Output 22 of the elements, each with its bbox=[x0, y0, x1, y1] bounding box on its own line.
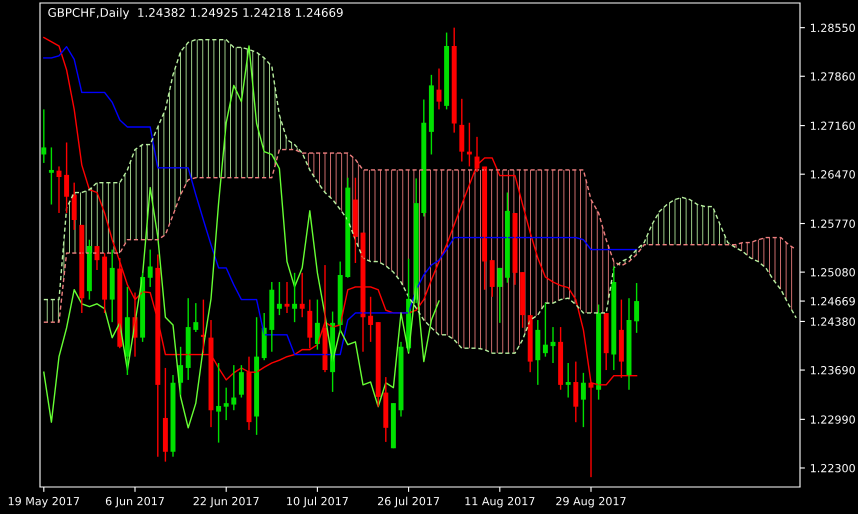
y-tick-label: 1.26470 bbox=[810, 170, 855, 179]
x-tick-label: 26 Jul 2017 bbox=[378, 496, 440, 508]
x-tick-label: 22 Jun 2017 bbox=[194, 496, 259, 508]
line-series bbox=[43, 45, 440, 429]
y-tick-label: 1.22990 bbox=[810, 415, 855, 424]
x-tick-label: 10 Jul 2017 bbox=[287, 496, 348, 508]
x-tick-label: 29 Aug 2017 bbox=[556, 496, 626, 508]
y-tick-label: 1.28550 bbox=[810, 24, 855, 32]
y-tick-label: 1.25770 bbox=[810, 219, 855, 228]
y-tick-label: 1.24669 bbox=[810, 297, 855, 306]
x-tick-label: 19 May 2017 bbox=[8, 496, 80, 508]
y-tick-label: 1.27160 bbox=[810, 122, 855, 130]
candlestick bbox=[390, 402, 396, 449]
y-tick-label: 1.23690 bbox=[810, 366, 855, 374]
x-tick-label: 6 Jun 2017 bbox=[106, 496, 164, 508]
line-series bbox=[43, 148, 797, 323]
y-tick-label: 1.27860 bbox=[810, 72, 855, 81]
chart-title: GBPCHF,Daily 1.24382 1.24925 1.24218 1.24669 bbox=[48, 8, 343, 20]
y-tick-label: 1.22300 bbox=[810, 464, 855, 472]
y-tick-label: 1.24380 bbox=[810, 317, 855, 326]
x-tick-label: 11 Aug 2017 bbox=[465, 496, 534, 508]
y-tick-label: 1.25080 bbox=[810, 268, 855, 277]
